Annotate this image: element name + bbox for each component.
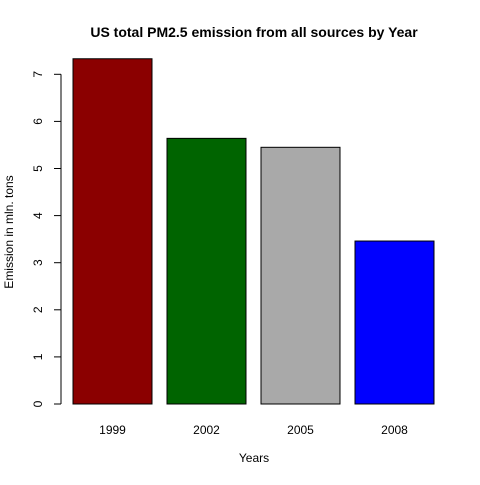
y-tick-label-6: 6 — [31, 118, 45, 125]
y-tick-label-5: 5 — [31, 165, 45, 172]
x-tick-label-2002: 2002 — [193, 423, 220, 437]
y-tick-label-4: 4 — [31, 212, 45, 219]
x-axis-title: Years — [239, 451, 269, 465]
bar-2008 — [355, 241, 434, 404]
y-tick-label-0: 0 — [31, 400, 45, 407]
y-axis-title: Emission in mln. tons — [2, 175, 16, 288]
bar-1999 — [73, 59, 152, 404]
chart-title: US total PM2.5 emission from all sources… — [90, 24, 418, 40]
x-axis-labels: 1999 2002 2005 2008 — [99, 423, 408, 437]
bars-group — [73, 59, 434, 404]
y-tick-label-3: 3 — [31, 259, 45, 266]
bar-2002 — [167, 138, 246, 404]
x-tick-label-1999: 1999 — [99, 423, 126, 437]
x-tick-label-2005: 2005 — [287, 423, 314, 437]
x-tick-label-2008: 2008 — [381, 423, 408, 437]
y-tick-label-2: 2 — [31, 306, 45, 313]
bar-2005 — [261, 147, 340, 404]
y-tick-label-1: 1 — [31, 353, 45, 360]
y-axis: 0 1 2 3 4 5 6 7 — [31, 71, 61, 408]
y-tick-label-7: 7 — [31, 71, 45, 78]
